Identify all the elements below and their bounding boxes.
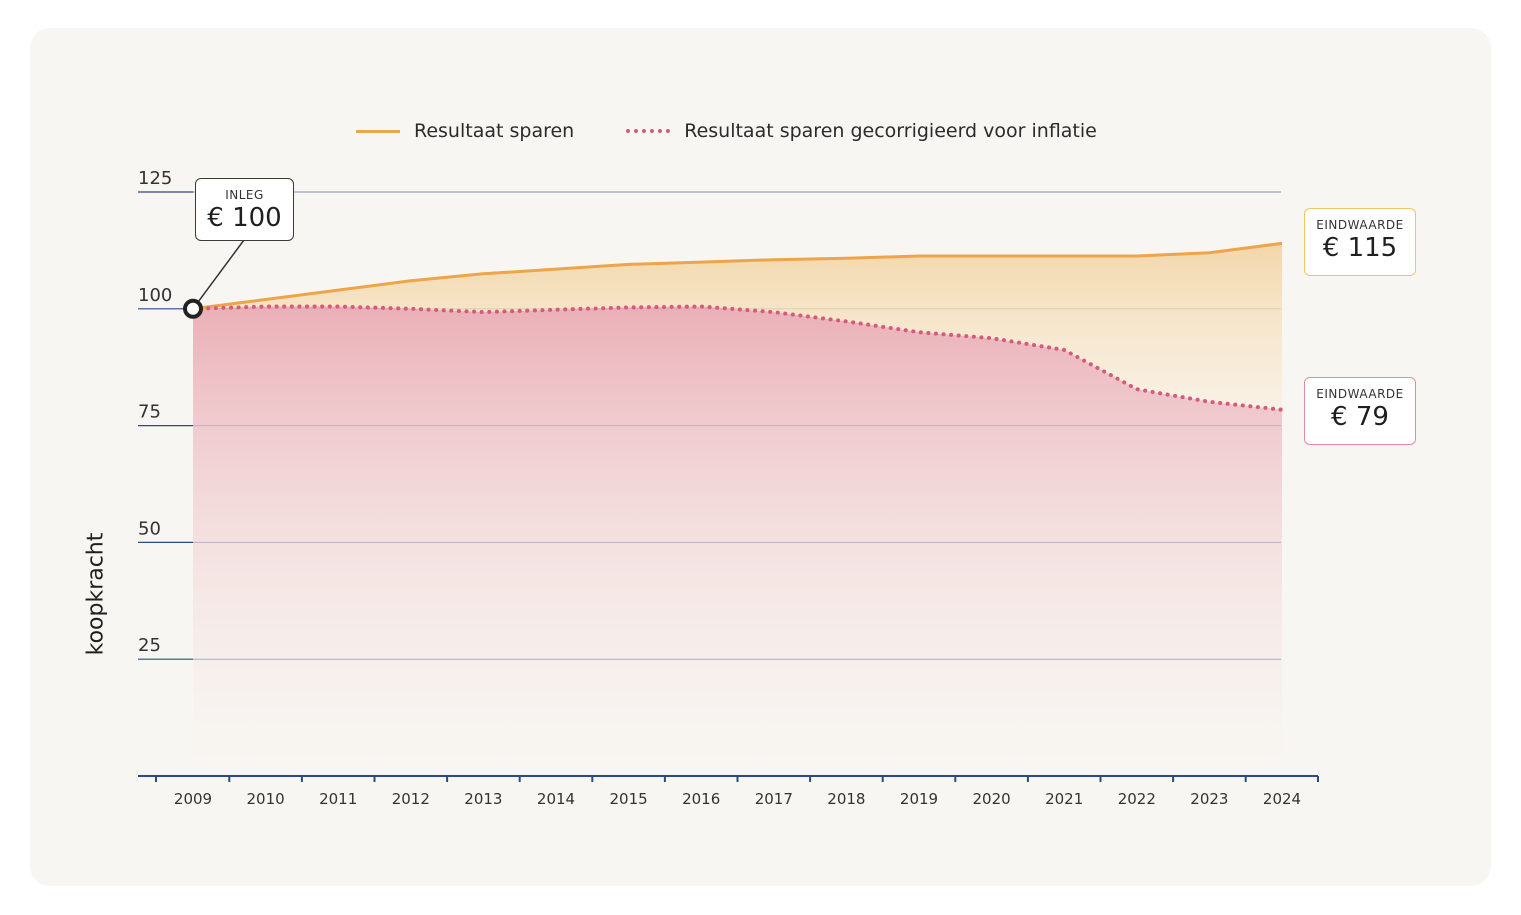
x-tick-label: 2020	[973, 790, 1011, 808]
x-tick-label: 2021	[1045, 790, 1083, 808]
x-tick-label: 2009	[174, 790, 212, 808]
callout-end-real-value: € 79	[1331, 402, 1389, 432]
area-nominal	[193, 243, 1282, 410]
area-real	[193, 306, 1282, 776]
series-line-nominal	[192, 241, 1283, 311]
callout-end-real-caption: EINDWAARDE	[1316, 387, 1404, 401]
x-tick-label: 2022	[1118, 790, 1156, 808]
y-tick-label: 100	[138, 285, 172, 306]
callout-connector	[192, 239, 245, 310]
series-line-real	[191, 304, 1284, 412]
callout-end-nominal-value: € 115	[1322, 233, 1398, 263]
callout-inleg-caption: INLEG	[225, 188, 264, 202]
y-tick-label: 75	[138, 402, 161, 423]
x-tick-label: 2019	[900, 790, 938, 808]
x-tick-label: 2010	[247, 790, 285, 808]
y-tick-label: 125	[138, 168, 172, 189]
legend-item-nominal: Resultaat sparen	[356, 120, 574, 142]
x-tick-label: 2024	[1263, 790, 1301, 808]
x-tick-label: 2016	[682, 790, 720, 808]
x-tick-label: 2015	[610, 790, 648, 808]
y-axis-label: koopkracht	[83, 532, 109, 656]
legend-item-real: Resultaat sparen gecorrigieerd voor infl…	[626, 120, 1097, 142]
callout-inleg-value: € 100	[207, 203, 282, 233]
legend-swatch-solid	[356, 129, 400, 133]
y-tick-label: 50	[138, 518, 161, 539]
x-tick-label: 2011	[319, 790, 357, 808]
x-tick-label: 2023	[1190, 790, 1228, 808]
legend-label-real: Resultaat sparen gecorrigieerd voor infl…	[684, 120, 1097, 142]
x-tick-label: 2017	[755, 790, 793, 808]
y-tick-label: 25	[138, 635, 161, 656]
x-tick-label: 2014	[537, 790, 575, 808]
start-point-marker	[183, 298, 203, 319]
callout-end-nominal-caption: EINDWAARDE	[1316, 218, 1404, 232]
legend: Resultaat sparen Resultaat sparen gecorr…	[356, 120, 1149, 142]
callout-inleg: INLEG € 100	[195, 178, 294, 241]
callout-end-nominal: EINDWAARDE € 115	[1304, 208, 1416, 276]
legend-swatch-dotted	[626, 129, 671, 133]
legend-label-nominal: Resultaat sparen	[414, 120, 575, 142]
x-tick-label: 2013	[464, 790, 502, 808]
callout-end-real: EINDWAARDE € 79	[1304, 377, 1416, 445]
x-tick-label: 2018	[827, 790, 865, 808]
x-tick-label: 2012	[392, 790, 430, 808]
